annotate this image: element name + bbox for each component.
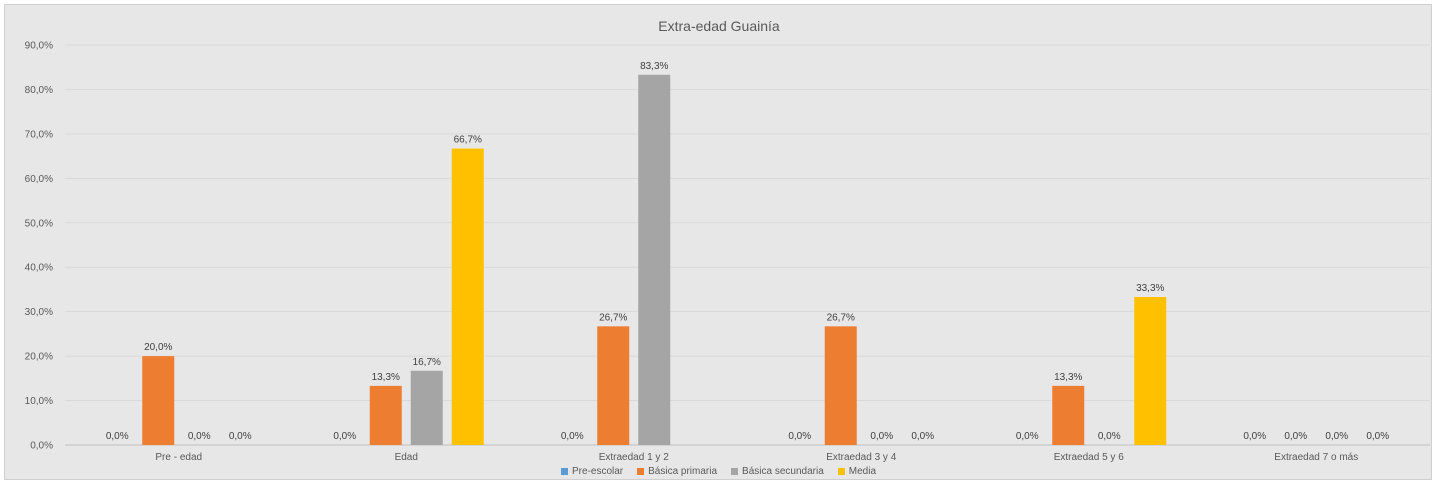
grid-layer (65, 44, 1430, 446)
legend-swatch (837, 468, 845, 475)
bar-2-1 (410, 370, 443, 445)
data-label: 0,0% (1016, 431, 1039, 442)
data-label: 0,0% (188, 431, 211, 442)
bar-1-1 (369, 385, 402, 445)
data-label: 16,7% (413, 357, 441, 368)
data-label: 83,3% (640, 61, 668, 72)
data-label: 26,7% (599, 312, 627, 323)
axis-layer: 0,0% 10,0% 20,0% 30,0% 40,0% 50,0% 60,0% 70,0% 8… (25, 41, 1359, 464)
bar-chart: 0,0%20,0%0,0% 0,0% 0,0%13,3%16,7%66,7%0,0%… (25, 41, 1430, 464)
x-category-label: Pre - edad (155, 452, 202, 463)
data-label: 20,0% (144, 342, 172, 353)
data-label: 13,3% (1054, 372, 1082, 383)
legend-swatch (731, 468, 739, 475)
y-tick-label: 60,0% (25, 174, 53, 185)
chart-frame: 0,0% 20,0% 0,0% 0,0% 0,0% 13,3% 16,7% 66,7% 0,0%… (4, 4, 1432, 480)
x-category-label: Extraedad 5 y 6 (1054, 452, 1124, 463)
y-tick-label: 50,0% (25, 218, 53, 229)
x-category-label: Extraedad 7 o más (1274, 452, 1358, 463)
y-tick-label: 20,0% (25, 352, 53, 363)
bar-3-1 (451, 148, 484, 446)
y-tick-label: 40,0% (25, 263, 53, 274)
data-label-layer: 0,0% 20,0% 0,0% 0,0% 0,0% 13,3% 16,7% 66,7% 0,0%… (106, 61, 1389, 442)
data-label: 0,0% (1325, 431, 1348, 442)
legend: Pre-escolar Básica primaria Básica secunda… (0, 466, 1437, 477)
data-label: 0,0% (788, 431, 811, 442)
legend-label: Pre-escolar (571, 466, 624, 477)
chart-title: Extra-edad Guainía (658, 18, 780, 34)
legend-item: Media (837, 466, 877, 477)
legend-swatch (560, 468, 568, 475)
data-label: 0,0% (1098, 431, 1121, 442)
y-tick-label: 0,0% (30, 441, 53, 452)
legend-label: Básica secundaria (742, 466, 824, 477)
bar-layer (142, 74, 1167, 446)
data-label: 0,0% (1284, 431, 1307, 442)
data-label: 0,0% (911, 431, 934, 442)
data-label: 0,0% (561, 431, 584, 442)
data-label: 13,3% (372, 372, 400, 383)
bar-1-2 (597, 326, 630, 445)
data-label: 0,0% (106, 431, 129, 442)
x-category-label: Extraedad 3 y 4 (826, 452, 896, 463)
legend-item: Pre-escolar (560, 466, 624, 477)
bar-2-2 (638, 74, 671, 446)
y-tick-label: 30,0% (25, 307, 53, 318)
data-label: 33,3% (1136, 283, 1164, 294)
data-label: 0,0% (1366, 431, 1389, 442)
bar-1-0 (142, 356, 175, 445)
data-label: 26,7% (827, 312, 855, 323)
legend-item: Básica secundaria (731, 466, 824, 477)
y-tick-label: 10,0% (25, 396, 53, 407)
legend-label: Básica primaria (648, 466, 718, 477)
data-label: 0,0% (870, 431, 893, 442)
legend-item: Básica primaria (637, 466, 717, 477)
bar-1-4 (1052, 385, 1085, 445)
data-label: 66,7% (454, 135, 482, 146)
legend-swatch (637, 468, 645, 475)
legend-label: Media (848, 466, 877, 477)
x-category-label: Extraedad 1 y 2 (599, 452, 669, 463)
y-tick-label: 80,0% (25, 85, 53, 96)
bar-3-4 (1134, 297, 1167, 445)
y-tick-label: 90,0% (25, 41, 53, 52)
y-tick-label: 70,0% (25, 129, 53, 140)
bar-1-3 (824, 326, 857, 445)
data-label: 0,0% (1243, 431, 1266, 442)
x-category-label: Edad (395, 452, 418, 463)
data-label: 0,0% (229, 431, 252, 442)
data-label: 0,0% (333, 431, 356, 442)
